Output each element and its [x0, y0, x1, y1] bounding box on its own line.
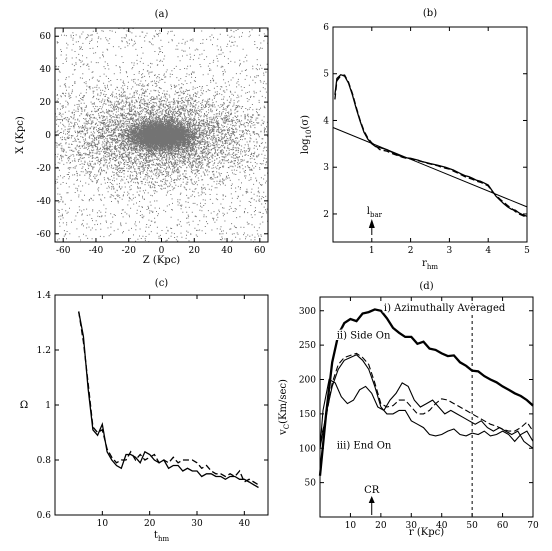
y-tick-label: 200: [299, 376, 316, 386]
panel-a: -60 -40 -20 0 20 40 60 -60 -40 -20 0 20 40 60 (a) Z (Kp…: [15, 9, 269, 266]
lbar-label: lbar: [367, 206, 383, 219]
x-tick-label: 3: [447, 246, 453, 256]
panel-title-c: (c): [155, 278, 169, 289]
y-axis-label-b-sub: 10: [305, 130, 313, 139]
x-axis-label-d: r (Kpc): [409, 527, 444, 538]
panel-title-a: (a): [155, 9, 169, 20]
x-tick-label: 40: [436, 521, 448, 531]
y-tick-label: -60: [37, 230, 52, 240]
x-axis-label-b-sub: hm: [427, 263, 439, 271]
x-tick-label: 0: [159, 246, 165, 256]
y-tick-label: 1.2: [37, 346, 51, 356]
y-tick-label: 5: [323, 70, 329, 80]
y-tick-label: 3: [323, 163, 329, 173]
curve-annotation: i) Azimuthally Averaged: [384, 303, 506, 314]
plot-frame-b: [332, 26, 528, 243]
y-tick-label: 250: [299, 341, 316, 351]
y-tick-label: 100: [299, 444, 316, 454]
x-tick-label: -60: [56, 246, 71, 256]
y-tick-label: 2: [323, 210, 329, 220]
y-tick-label: 20: [40, 98, 52, 108]
x-tick-label: 70: [527, 521, 539, 531]
y-tick-label: 60: [40, 32, 52, 42]
y-axis-label-d-main: v: [278, 429, 289, 436]
curve-annotation: ii) Side On: [337, 330, 391, 341]
x-axis-label-c-sub: hm: [158, 535, 170, 543]
x-axis-label-c-main: t: [154, 530, 158, 541]
x-axis-label-c: thm: [154, 530, 170, 543]
x-tick-label: -40: [89, 246, 104, 256]
y-tick-label: 6: [323, 23, 329, 33]
x-tick-label: 2: [408, 246, 414, 256]
y-axis-label-b: log10(σ): [300, 115, 313, 154]
panel-title-d: (d): [419, 281, 433, 292]
x-axis-label-b-main: r: [422, 258, 427, 269]
lbar-label-sub: bar: [370, 211, 383, 219]
series-line-dashed: [334, 74, 528, 218]
y-tick-label: 0.8: [37, 456, 52, 466]
series-line-solid: [78, 311, 259, 489]
panel-b: 1 2 3 4 5 2 3 4 5 6 (b) rhm log10(σ) lbar: [300, 8, 530, 271]
y-tick-label: 1.4: [37, 291, 52, 301]
series-line-thick: [318, 308, 534, 476]
curve-annotation: iii) End On: [337, 440, 392, 451]
lbar-arrow-head: [368, 219, 375, 228]
x-tick-label: 20: [144, 519, 156, 529]
x-tick-label: 5: [524, 246, 530, 256]
x-tick-label: 10: [345, 521, 357, 531]
y-axis-label-d: vC(Km/sec): [278, 379, 291, 436]
cr-label: CR: [364, 485, 380, 496]
x-tick-label: 4: [485, 246, 491, 256]
x-tick-label: 40: [221, 246, 233, 256]
y-axis-label-b-suffix: (σ): [300, 115, 311, 130]
x-tick-label: 20: [375, 521, 387, 531]
x-tick-label: 30: [406, 521, 418, 531]
x-axis-label-b: rhm: [422, 258, 438, 271]
x-tick-label: 60: [497, 521, 509, 531]
y-tick-label: 150: [299, 410, 316, 420]
y-tick-label: -40: [37, 197, 52, 207]
scatter-points: [55, 28, 268, 242]
y-tick-label: -20: [37, 164, 52, 174]
y-tick-label: 300: [299, 307, 316, 317]
panel-title-b: (b): [423, 8, 437, 19]
x-tick-label: -20: [121, 246, 136, 256]
x-tick-label: 10: [97, 519, 109, 529]
x-tick-label: 1: [369, 246, 375, 256]
y-tick-label: 0.6: [37, 511, 52, 521]
x-axis-label-a: Z (Kpc): [143, 255, 181, 266]
series-line-solid: [319, 378, 534, 449]
panel-c: 10 20 30 40 0.6 0.8 1 1.2 1.4 (c) thm Ω: [20, 278, 269, 543]
y-axis-label-d-suffix: (Km/sec): [278, 379, 289, 424]
fit-line: [332, 127, 528, 208]
y-axis-label-a: X (Kpc): [15, 116, 26, 154]
x-tick-label: 60: [254, 246, 266, 256]
x-tick-label: 50: [466, 521, 478, 531]
scatter-dots: [55, 28, 268, 242]
y-axis-label-c: Ω: [20, 400, 28, 411]
x-tick-label: 40: [239, 519, 251, 529]
y-tick-label: 4: [323, 116, 329, 126]
y-axis-label-d-sub: C: [283, 424, 291, 429]
series-line-dashed: [319, 352, 534, 442]
y-tick-label: 50: [305, 479, 317, 489]
y-tick-label: 40: [40, 65, 52, 75]
series-line-dashed: [78, 311, 259, 486]
plot-frame-c: [54, 294, 269, 516]
y-axis-label-b-main: log: [300, 138, 311, 154]
lbar-label-main: l: [367, 206, 370, 217]
plot-frame-d: [319, 296, 534, 518]
series-line-solid: [319, 354, 534, 449]
y-tick-label: 1: [45, 401, 51, 411]
cr-arrow-head: [368, 495, 375, 503]
panel-d: 10 20 30 40 50 60 70 50 100 150 200 250 300 (d) r (Kpc…: [278, 281, 539, 538]
y-tick-label: 0: [45, 131, 51, 141]
x-tick-label: 20: [189, 246, 201, 256]
x-tick-label: 30: [191, 519, 203, 529]
